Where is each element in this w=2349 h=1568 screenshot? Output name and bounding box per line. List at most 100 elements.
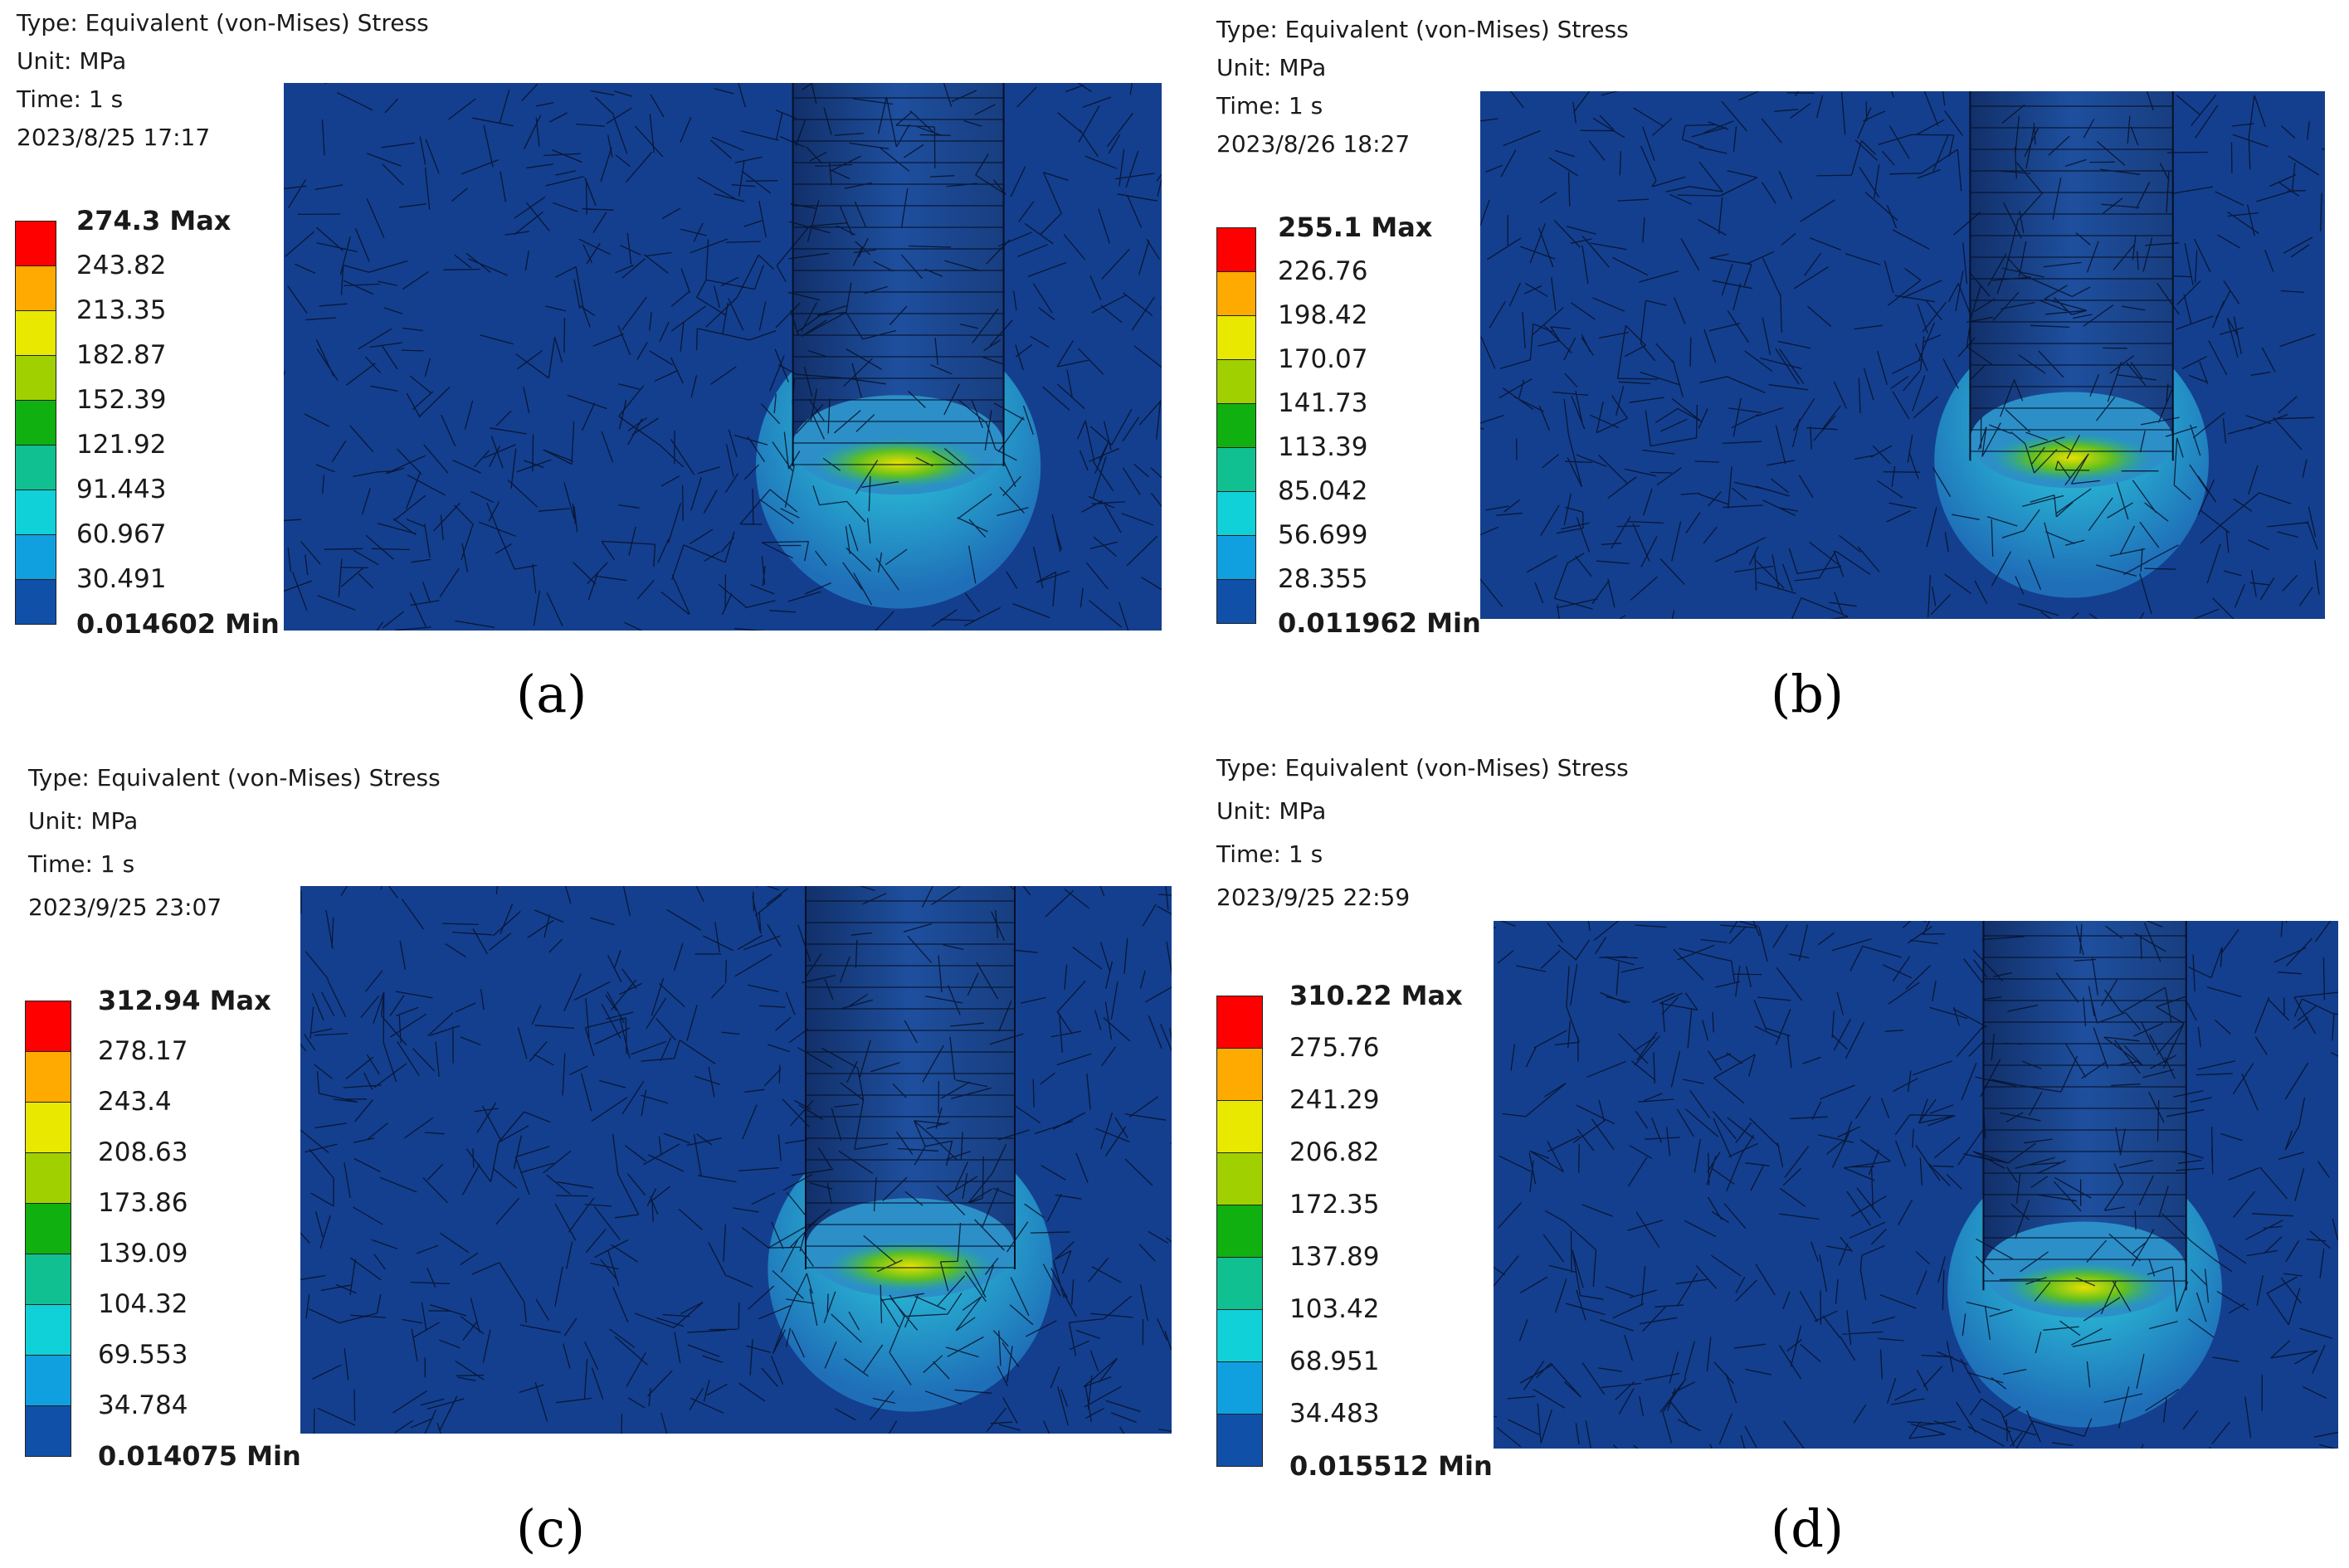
legend-swatch	[25, 1001, 71, 1052]
legend-value-label: 56.699	[1278, 520, 1368, 550]
legend-swatch	[15, 400, 56, 446]
info-time: Time: 1 s	[28, 850, 135, 878]
legend-swatch	[1216, 1100, 1263, 1153]
legend-value-label: 137.89	[1289, 1242, 1380, 1272]
legend-swatch	[1216, 579, 1256, 624]
info-type: Type: Equivalent (von-Mises) Stress	[17, 9, 429, 37]
info-date: 2023/9/25 22:59	[1216, 884, 1411, 911]
legend-value-label: 30.491	[76, 564, 167, 594]
legend-value-label: 91.443	[76, 475, 167, 504]
legend-value-label: 173.86	[98, 1188, 188, 1218]
legend-value-label: 278.17	[98, 1036, 188, 1066]
mesh-svg	[1480, 91, 2325, 619]
info-date: 2023/9/25 23:07	[28, 894, 222, 921]
legend-value-label: 243.82	[76, 251, 167, 280]
legend-max-label: 255.1 Max	[1278, 212, 1433, 243]
legend-value-label: 28.355	[1278, 564, 1368, 594]
legend-value-label: 241.29	[1289, 1085, 1380, 1115]
legend-value-label: 213.35	[76, 295, 167, 325]
legend-swatch	[1216, 1205, 1263, 1258]
legend-value-label: 104.32	[98, 1289, 188, 1319]
legend-max-label: 274.3 Max	[76, 205, 231, 236]
caption-d: (d)	[1771, 1498, 1845, 1559]
info-unit: Unit: MPa	[28, 807, 139, 835]
legend-value-label: 103.42	[1289, 1294, 1380, 1324]
legend-swatch	[1216, 359, 1256, 404]
info-unit: Unit: MPa	[17, 47, 127, 75]
legend-swatch	[1216, 315, 1256, 360]
stress-contour-plot-b	[1480, 91, 2325, 619]
legend-max-label: 310.22 Max	[1289, 980, 1463, 1011]
legend-swatch	[15, 265, 56, 311]
legend-swatch	[25, 1254, 71, 1305]
legend-swatch	[1216, 1309, 1263, 1362]
legend-value-label: 113.39	[1278, 432, 1368, 462]
info-block-c: Type: Equivalent (von-Mises) Stress Unit…	[28, 767, 441, 919]
legend-swatch	[1216, 491, 1256, 536]
info-type: Type: Equivalent (von-Mises) Stress	[1216, 16, 1629, 43]
info-block-a: Type: Equivalent (von-Mises) Stress Unit…	[17, 12, 429, 149]
legend-swatch	[25, 1152, 71, 1204]
legend-swatch	[1216, 1414, 1263, 1467]
legend-swatch	[1216, 271, 1256, 316]
info-block-b: Type: Equivalent (von-Mises) Stress Unit…	[1216, 18, 1629, 156]
legend-swatch	[15, 534, 56, 580]
stress-contour-plot-d	[1494, 921, 2338, 1449]
legend-swatch	[15, 489, 56, 535]
info-type: Type: Equivalent (von-Mises) Stress	[1216, 754, 1629, 782]
legend-value-label: 206.82	[1289, 1137, 1380, 1167]
legend-min-label: 0.011962 Min	[1278, 607, 1481, 639]
legend-swatch	[15, 579, 56, 625]
info-unit: Unit: MPa	[1216, 54, 1327, 81]
legend-value-label: 226.76	[1278, 256, 1368, 286]
legend-value-label: 182.87	[76, 340, 167, 370]
legend-min-label: 0.014602 Min	[76, 608, 280, 640]
legend-swatch	[15, 310, 56, 356]
legend-value-label: 152.39	[76, 385, 167, 415]
info-time: Time: 1 s	[1216, 92, 1323, 119]
legend-value-label: 141.73	[1278, 388, 1368, 418]
legend-value-label: 85.042	[1278, 476, 1368, 506]
legend-value-label: 243.4	[98, 1087, 172, 1117]
legend-swatch	[1216, 1257, 1263, 1310]
legend-value-label: 208.63	[98, 1137, 188, 1167]
legend-swatch	[25, 1405, 71, 1457]
legend-value-label: 34.784	[98, 1390, 188, 1420]
legend-swatch	[1216, 1152, 1263, 1205]
legend-swatch	[1216, 227, 1256, 272]
legend-min-label: 0.015512 Min	[1289, 1450, 1493, 1482]
legend-value-label: 34.483	[1289, 1399, 1380, 1429]
legend-swatch	[15, 221, 56, 266]
legend-swatch	[25, 1051, 71, 1103]
legend-swatch	[1216, 996, 1263, 1049]
mesh-svg	[284, 83, 1162, 631]
legend-value-label: 170.07	[1278, 344, 1368, 374]
info-date: 2023/8/26 18:27	[1216, 130, 1411, 158]
legend-swatch	[1216, 1048, 1263, 1101]
caption-c: (c)	[516, 1498, 586, 1559]
legend-swatch	[15, 445, 56, 490]
legend-swatch	[1216, 535, 1256, 580]
legend-value-label: 275.76	[1289, 1033, 1380, 1063]
legend-swatch	[25, 1355, 71, 1406]
legend-swatch	[1216, 447, 1256, 492]
legend-value-label: 139.09	[98, 1239, 188, 1269]
legend-value-label: 172.35	[1289, 1190, 1380, 1220]
legend-max-label: 312.94 Max	[98, 985, 271, 1016]
legend-swatch	[15, 355, 56, 401]
stress-contour-plot-a	[284, 83, 1162, 631]
stress-contour-plot-c	[300, 886, 1172, 1434]
legend-swatch	[25, 1304, 71, 1356]
legend-swatch	[1216, 403, 1256, 448]
info-time: Time: 1 s	[1216, 840, 1323, 868]
legend-value-label: 60.967	[76, 519, 167, 549]
caption-a: (a)	[516, 664, 587, 724]
legend-value-label: 198.42	[1278, 300, 1368, 330]
info-date: 2023/8/25 17:17	[17, 124, 211, 151]
legend-swatch	[1216, 1361, 1263, 1415]
mesh-svg	[300, 886, 1172, 1434]
legend-swatch	[25, 1102, 71, 1153]
legend-value-label: 69.553	[98, 1340, 188, 1370]
info-block-d: Type: Equivalent (von-Mises) Stress Unit…	[1216, 757, 1629, 909]
legend-value-label: 68.951	[1289, 1346, 1380, 1376]
